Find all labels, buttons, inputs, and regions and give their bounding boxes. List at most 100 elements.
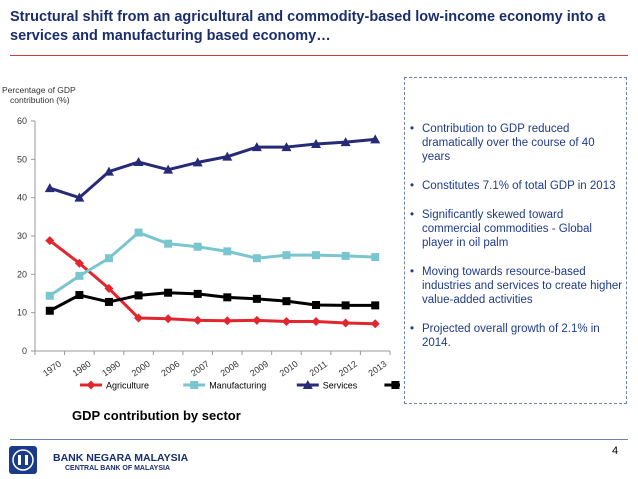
- y-tick-label: 10: [17, 308, 27, 318]
- legend-marker-others: [391, 381, 400, 389]
- title-divider: [10, 55, 628, 56]
- bullet-dot-icon: •: [410, 266, 415, 278]
- data-point-manufacturing: [312, 251, 321, 260]
- legend-marker-agriculture: [86, 380, 96, 390]
- data-point-others: [312, 301, 321, 309]
- x-tick-label: 2000: [130, 359, 152, 379]
- y-tick-label: 60: [17, 116, 27, 126]
- legend-label-services: Services: [323, 381, 358, 391]
- data-point-manufacturing: [134, 228, 143, 237]
- data-point-agriculture: [281, 316, 291, 326]
- x-tick-label: 2012: [337, 359, 359, 379]
- data-point-agriculture: [311, 316, 321, 326]
- bullet-dot-icon: •: [410, 180, 415, 192]
- bank-name: BANK NEGARA MALAYSIA: [53, 452, 189, 464]
- x-tick-label: 1990: [100, 359, 122, 379]
- x-tick-label: 2011: [308, 359, 330, 378]
- series-line-services: [49, 137, 376, 200]
- chart-subtitle: GDP contribution by sector: [72, 408, 241, 423]
- data-point-others: [45, 306, 54, 315]
- data-point-services: [74, 192, 85, 202]
- y-axis-label: Percentage of GDP: [2, 85, 76, 95]
- data-point-services: [133, 157, 144, 167]
- bullet-box: [404, 77, 627, 404]
- data-point-services: [281, 142, 292, 152]
- data-point-others: [282, 297, 291, 306]
- series-line-agriculture: [48, 239, 376, 326]
- y-axis-label: contribution (%): [10, 95, 70, 105]
- series-line-others: [49, 291, 376, 313]
- data-point-others: [223, 293, 232, 302]
- x-tick-label: 2008: [218, 359, 240, 379]
- data-point-agriculture: [370, 319, 380, 329]
- bank-logo-icon: [9, 446, 37, 474]
- data-point-others: [341, 301, 350, 310]
- x-tick-label: 2007: [189, 359, 211, 379]
- data-point-services: [340, 137, 351, 147]
- bullet-dot-icon: •: [410, 209, 415, 221]
- x-tick-label: 2010: [278, 359, 300, 379]
- data-point-manufacturing: [252, 254, 261, 263]
- data-point-services: [163, 164, 174, 174]
- data-point-agriculture: [104, 284, 114, 294]
- bank-subtitle: CENTRAL BANK OF MALAYSIA: [65, 465, 171, 472]
- data-point-manufacturing: [371, 253, 380, 262]
- data-point-manufacturing: [341, 251, 350, 260]
- slide-title: Structural shift from an agricultural an…: [10, 9, 606, 44]
- data-point-agriculture: [222, 316, 232, 326]
- data-point-others: [164, 288, 173, 297]
- bullet-item: • Constitutes 7.1% of total GDP in 2013: [410, 180, 616, 192]
- data-point-agriculture: [252, 315, 262, 325]
- bullet-dot-icon: •: [410, 123, 415, 135]
- data-point-agriculture: [163, 314, 173, 324]
- bullet-item: • Contribution to GDP reduced dramaticall…: [410, 123, 595, 163]
- data-point-agriculture: [74, 258, 84, 268]
- data-point-manufacturing: [193, 242, 202, 251]
- page-number: 4: [612, 445, 619, 457]
- data-point-agriculture: [45, 236, 55, 246]
- data-point-others: [193, 289, 202, 298]
- x-tick-label: 2009: [248, 359, 270, 379]
- data-point-manufacturing: [223, 247, 232, 256]
- data-point-manufacturing: [75, 271, 84, 280]
- data-point-manufacturing: [282, 251, 291, 260]
- data-point-agriculture: [193, 315, 203, 325]
- data-point-others: [134, 291, 143, 300]
- data-point-services: [370, 134, 381, 144]
- data-point-others: [252, 294, 261, 303]
- x-tick-label: 2013: [366, 359, 388, 379]
- y-tick-label: 0: [22, 346, 27, 356]
- x-tick-label: 2006: [159, 359, 181, 379]
- bullet-item: • Significantly skewed toward commercial …: [410, 209, 592, 249]
- x-tick-label: 1970: [41, 359, 63, 379]
- x-tick-label: 1980: [71, 359, 93, 379]
- data-point-services: [222, 151, 233, 161]
- legend-marker-services: [302, 380, 313, 389]
- data-point-others: [75, 291, 84, 300]
- data-point-services: [192, 157, 203, 167]
- data-point-services: [251, 142, 262, 152]
- y-tick-label: 20: [17, 269, 27, 279]
- y-tick-label: 50: [17, 154, 27, 164]
- bullet-list: • Contribution to GDP reduced dramaticall…: [410, 122, 624, 365]
- data-point-services: [311, 139, 322, 148]
- data-point-services: [103, 166, 114, 176]
- y-tick-label: 40: [17, 193, 27, 203]
- legend-label-manufacturing: Manufacturing: [209, 381, 266, 391]
- data-point-manufacturing: [164, 239, 173, 248]
- series-line-manufacturing: [48, 231, 376, 298]
- data-point-agriculture: [341, 318, 351, 328]
- bullet-dot-icon: •: [410, 323, 415, 335]
- legend-label-agriculture: Agriculture: [106, 381, 149, 391]
- data-point-others: [371, 301, 380, 310]
- data-point-others: [104, 297, 113, 306]
- data-point-agriculture: [134, 313, 144, 323]
- data-point-manufacturing: [104, 254, 113, 263]
- bullet-item: • Moving towards resource-based industrie…: [410, 266, 623, 306]
- bullet-item: • Projected overall growth of 2.1% in 201…: [410, 323, 600, 349]
- footer-divider: [10, 439, 628, 440]
- legend-marker-manufacturing: [190, 381, 199, 389]
- data-point-manufacturing: [45, 291, 54, 300]
- y-tick-label: 30: [17, 231, 27, 241]
